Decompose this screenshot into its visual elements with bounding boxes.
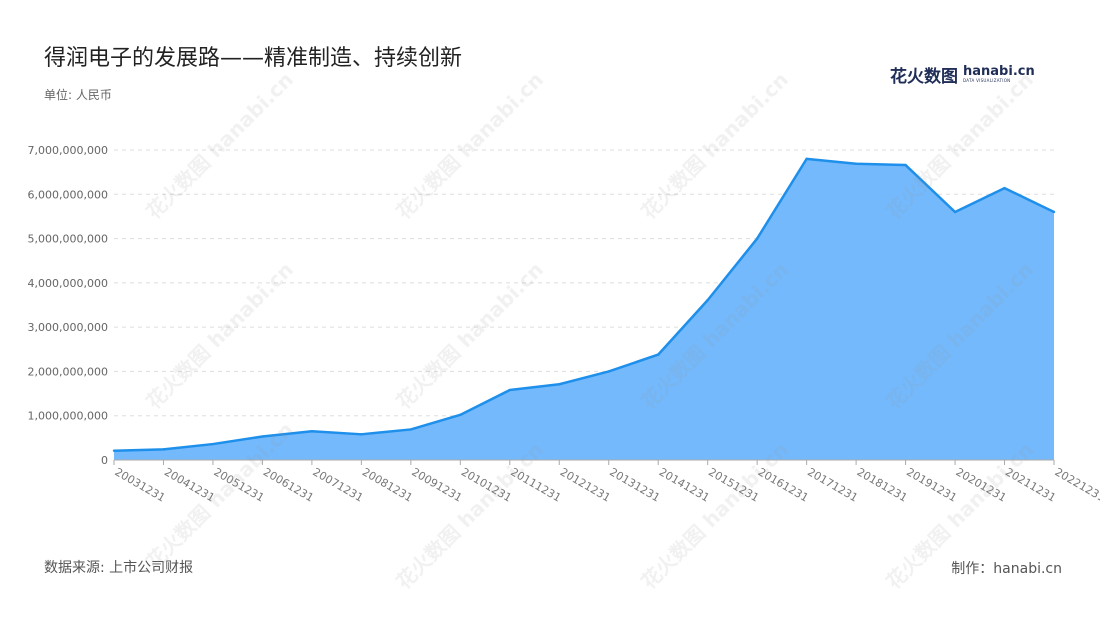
x-tick-label: 20081231 (360, 465, 415, 504)
data-point (310, 430, 314, 433)
data-point (607, 370, 610, 373)
x-tick-label: 20061231 (261, 465, 316, 504)
series-line (113, 157, 1055, 452)
logo-subtitle: DATA VISUALIZATION (963, 77, 1011, 83)
chart-title: 得润电子的发展路——精准制造、持续创新 (44, 46, 463, 71)
x-tick-label: 20211231 (1003, 465, 1058, 504)
x-tick-label: 20041231 (162, 465, 217, 504)
data-point (261, 435, 264, 438)
y-tick-label: 1,000,000,000 (28, 410, 108, 423)
data-source: 数据来源: 上市公司财报 (44, 560, 194, 576)
y-tick-label: 5,000,000,000 (28, 233, 108, 246)
y-tick-label: 2,000,000,000 (28, 365, 108, 378)
x-tick-label: 20151231 (706, 465, 761, 504)
y-tick-label: 3,000,000,000 (28, 321, 108, 334)
area-fill (114, 158, 1054, 460)
x-tick-label: 20141231 (657, 465, 712, 504)
x-tick-label: 20181231 (855, 465, 910, 504)
x-tick-label: 20131231 (607, 465, 662, 504)
data-point (805, 157, 808, 161)
x-tick-label: 20101231 (459, 465, 514, 504)
brand-logo: 花火数图 hanabi.cn DATA VISUALIZATION (890, 60, 1035, 88)
x-tick-label: 20171231 (805, 465, 860, 504)
credit-text: 制作：hanabi.cn (951, 561, 1062, 577)
y-tick-label: 0 (101, 454, 108, 467)
x-tick-label: 20051231 (211, 465, 266, 504)
x-tick-label: 20121231 (558, 465, 613, 504)
y-tick-label: 7,000,000,000 (28, 144, 108, 157)
data-point (953, 210, 957, 214)
x-tick-label: 20191231 (904, 465, 959, 504)
data-point (1052, 210, 1056, 214)
data-point (755, 237, 759, 240)
x-tick-label: 20161231 (756, 465, 811, 504)
data-point (211, 442, 215, 446)
x-tick-label: 20111231 (508, 465, 563, 504)
data-point (112, 449, 116, 452)
logo-text-en: hanabi.cn (963, 63, 1035, 79)
y-tick-label: 6,000,000,000 (28, 188, 108, 201)
data-point (558, 383, 561, 386)
data-point (508, 388, 511, 392)
x-tick-label: 20091231 (409, 465, 464, 504)
data-point (904, 163, 907, 167)
data-point (854, 162, 858, 165)
unit-label: 单位: 人民币 (44, 88, 112, 102)
x-tick-label: 20201231 (954, 465, 1009, 504)
logo-text-en-block: hanabi.cn DATA VISUALIZATION (963, 65, 1035, 84)
data-point (162, 448, 165, 451)
data-point (459, 413, 462, 417)
logo-text-cn: 花火数图 (890, 66, 958, 87)
x-tick-label: 20031231 (113, 465, 168, 504)
data-point (360, 433, 363, 436)
data-point (409, 428, 413, 431)
x-tick-label: 20071231 (310, 465, 365, 504)
data-point (657, 353, 660, 356)
data-point (706, 298, 709, 302)
data-point (1003, 186, 1006, 190)
x-tick-label: 20221231 (1053, 465, 1100, 504)
y-tick-label: 4,000,000,000 (28, 277, 108, 290)
